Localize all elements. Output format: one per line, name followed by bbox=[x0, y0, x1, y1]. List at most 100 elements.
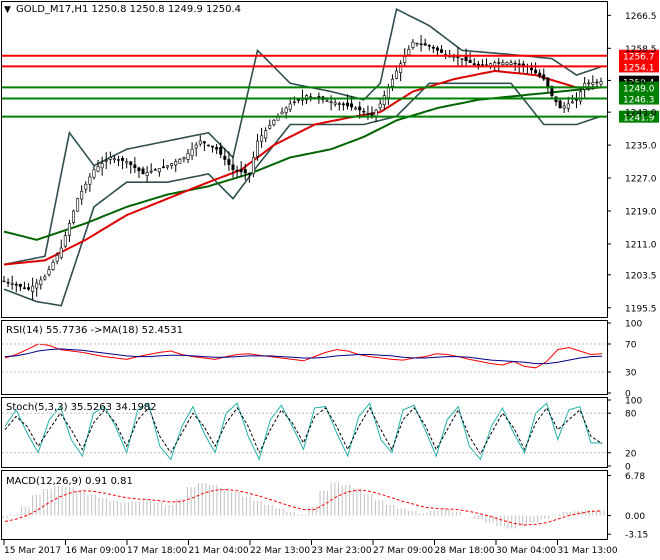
candle-body bbox=[354, 107, 358, 110]
candle-body bbox=[464, 55, 468, 61]
candle-body bbox=[566, 103, 570, 109]
candle-body bbox=[219, 146, 223, 155]
macd-plot bbox=[2, 482, 605, 529]
candle-body bbox=[211, 145, 215, 148]
candle-body bbox=[174, 161, 178, 166]
candle-body bbox=[423, 43, 427, 46]
candle-body bbox=[513, 62, 517, 65]
y-tick-label: 1219.0 bbox=[625, 207, 657, 217]
y-tick-label: 1243.0 bbox=[625, 109, 657, 119]
candle-body bbox=[574, 99, 578, 101]
candle-body bbox=[121, 158, 125, 161]
candle-body bbox=[395, 70, 399, 79]
y-tick-label: 1227.0 bbox=[625, 175, 657, 185]
level-label-1241.9: 1241.9 bbox=[623, 114, 655, 124]
x-tick-label: 21 Mar 04:00 bbox=[189, 546, 249, 556]
candle-body bbox=[599, 81, 603, 85]
x-tick-label: 28 Mar 18:00 bbox=[435, 546, 495, 556]
y-tick-label: 1258.5 bbox=[625, 45, 657, 55]
bollinger-lower-line bbox=[3, 82, 602, 307]
candle-body bbox=[341, 103, 345, 106]
candle-body bbox=[157, 168, 161, 173]
candle-body bbox=[358, 106, 362, 111]
candle-body bbox=[407, 49, 411, 56]
macd-title: MACD(12,26,9) 0.91 0.81 bbox=[6, 476, 133, 487]
candle-body bbox=[227, 159, 231, 165]
candle-body bbox=[129, 161, 133, 165]
candle-body bbox=[243, 169, 247, 174]
candle-body bbox=[247, 172, 251, 175]
candle-body bbox=[112, 158, 116, 161]
y-tick-label: 80 bbox=[625, 410, 637, 420]
candle-body bbox=[329, 101, 333, 103]
candle-body bbox=[558, 100, 562, 109]
series-rsi-14- bbox=[4, 343, 603, 369]
y-tick-label: 1211.0 bbox=[625, 240, 657, 250]
y-tick-label: 1203.5 bbox=[625, 271, 657, 281]
y-tick-label: 0 bbox=[625, 463, 631, 473]
y-tick-label: 1195.5 bbox=[625, 304, 657, 314]
rsi-title: RSI(14) 55.7736 ->MA(18) 52.4531 bbox=[6, 325, 183, 336]
candle-body bbox=[190, 148, 194, 157]
level-tag-1256.7 bbox=[619, 49, 659, 62]
candle-body bbox=[403, 56, 407, 63]
candle-body bbox=[145, 172, 149, 176]
candle-body bbox=[497, 62, 501, 64]
candle-body bbox=[284, 107, 288, 113]
candle-body bbox=[296, 99, 300, 101]
x-tick-label: 16 Mar 09:00 bbox=[66, 546, 126, 556]
series-ma-18- bbox=[4, 348, 603, 365]
candle-body bbox=[63, 235, 67, 247]
candle-body bbox=[116, 159, 120, 161]
candle-body bbox=[47, 269, 51, 275]
level-tag-1241.9 bbox=[619, 110, 659, 123]
candle-body bbox=[268, 125, 272, 129]
candle-body bbox=[366, 113, 370, 115]
candle-body bbox=[22, 287, 26, 289]
menu-arrow-icon[interactable]: ▼ bbox=[4, 5, 11, 15]
candle-body bbox=[43, 276, 47, 280]
x-tick-label: 27 Mar 09:00 bbox=[373, 546, 433, 556]
candle-body bbox=[100, 163, 104, 169]
level-tag-1249.0 bbox=[619, 81, 659, 94]
candle-body bbox=[137, 167, 141, 172]
candle-body bbox=[10, 283, 14, 285]
candle-body bbox=[382, 95, 386, 106]
y-tick-label: 0.00 bbox=[625, 512, 645, 522]
y-tick-label: 70 bbox=[625, 341, 637, 351]
bollinger-upper-line bbox=[3, 8, 602, 266]
candle-body bbox=[6, 281, 10, 284]
candle-body bbox=[534, 69, 538, 74]
candle-body bbox=[108, 157, 112, 160]
candle-body bbox=[399, 63, 403, 74]
candle-body bbox=[35, 282, 39, 289]
candle-body bbox=[587, 82, 591, 85]
y-tick-label: 100 bbox=[625, 320, 642, 330]
y-tick-label: 1235.0 bbox=[625, 142, 657, 152]
candle-body bbox=[256, 140, 260, 157]
candle-body bbox=[583, 83, 587, 90]
candle-body bbox=[251, 157, 255, 174]
candle-body bbox=[194, 144, 198, 149]
candle-body bbox=[570, 101, 574, 104]
candle-body bbox=[223, 155, 227, 160]
candle-body bbox=[51, 262, 55, 270]
x-tick-label: 22 Mar 13:00 bbox=[250, 546, 310, 556]
stoch-title: Stoch(5,3,3) 35.5263 34.1982 bbox=[6, 402, 157, 413]
level-tag-1254.1 bbox=[619, 60, 659, 73]
candle-body bbox=[235, 169, 239, 172]
y-tick-label: 20 bbox=[625, 449, 637, 459]
candle-body bbox=[2, 280, 6, 283]
candle-body bbox=[427, 45, 431, 47]
rsi-plot bbox=[2, 343, 607, 373]
candle-body bbox=[186, 153, 190, 160]
candle-body bbox=[39, 279, 43, 285]
candle-body bbox=[202, 141, 206, 144]
candle-body bbox=[337, 103, 341, 105]
y-tick-label: 0 bbox=[625, 390, 631, 400]
candle-body bbox=[505, 62, 509, 65]
candle-body bbox=[31, 285, 35, 292]
candle-body bbox=[542, 74, 546, 80]
candle-body bbox=[280, 111, 284, 115]
axes: 1256.71254.11250.41249.01246.31241.91266… bbox=[3, 12, 659, 556]
